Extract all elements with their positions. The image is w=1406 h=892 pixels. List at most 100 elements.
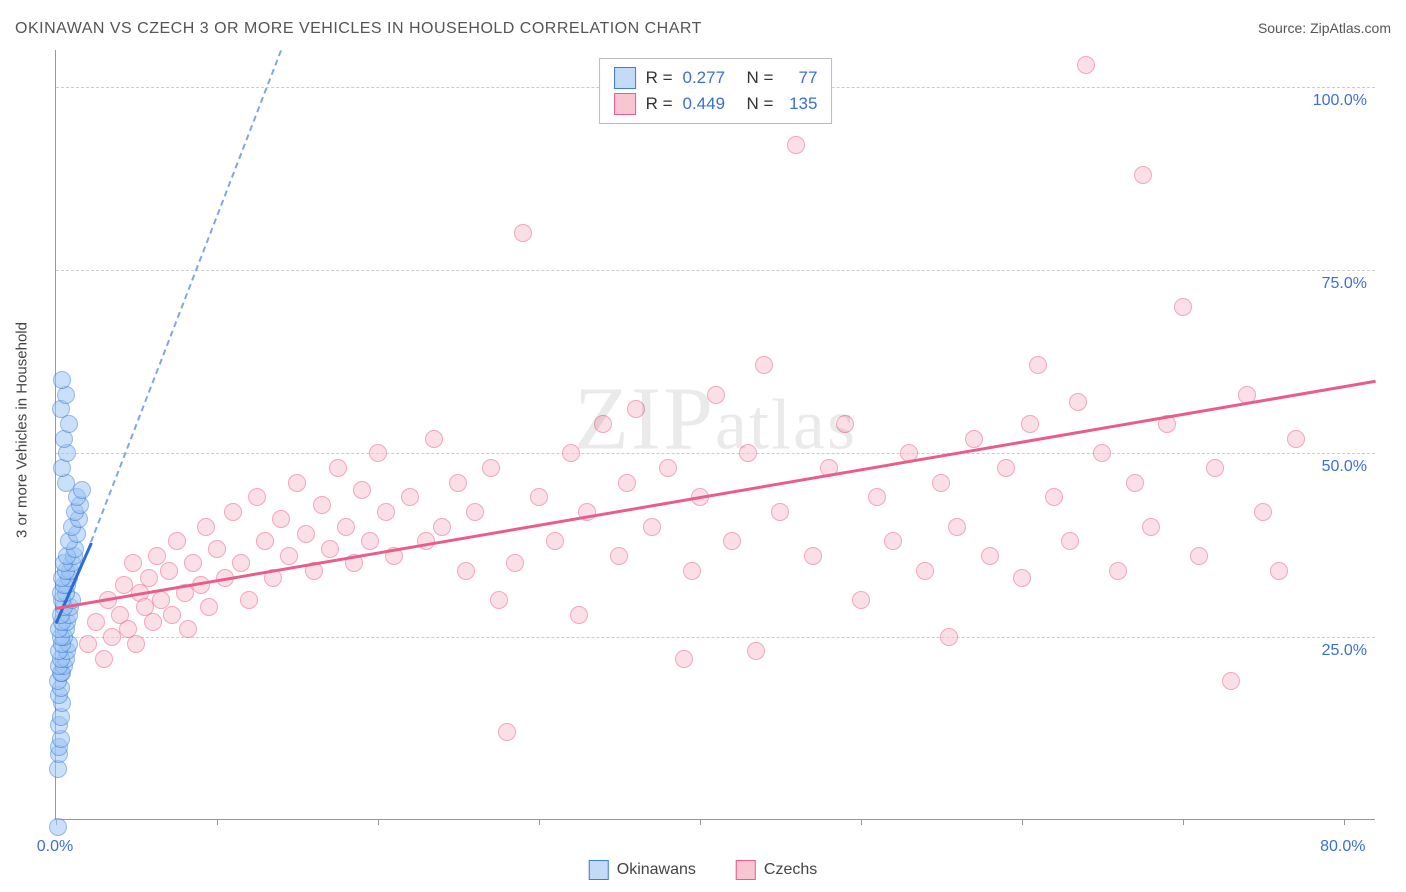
scatter-point <box>425 430 443 448</box>
scatter-point <box>643 518 661 536</box>
scatter-point <box>1109 562 1127 580</box>
scatter-point <box>433 518 451 536</box>
scatter-point <box>916 562 934 580</box>
y-tick-label: 50.0% <box>1322 458 1367 476</box>
legend-r-value: 0.277 <box>683 68 737 88</box>
trend-line <box>90 51 282 543</box>
gridline <box>56 453 1375 454</box>
scatter-point <box>506 554 524 572</box>
scatter-point <box>232 554 250 572</box>
scatter-point <box>570 606 588 624</box>
scatter-point <box>1126 474 1144 492</box>
scatter-point <box>361 532 379 550</box>
scatter-point <box>124 554 142 572</box>
y-tick-label: 75.0% <box>1322 275 1367 293</box>
scatter-point <box>168 532 186 550</box>
legend-swatch-icon <box>614 93 636 115</box>
x-tick-mark <box>1344 819 1345 825</box>
scatter-point <box>297 525 315 543</box>
legend-r-value: 0.449 <box>683 94 737 114</box>
scatter-point <box>940 628 958 646</box>
scatter-point <box>1077 56 1095 74</box>
scatter-point <box>321 540 339 558</box>
scatter-point <box>683 562 701 580</box>
scatter-point <box>256 532 274 550</box>
scatter-point <box>79 635 97 653</box>
scatter-point <box>329 459 347 477</box>
x-tick-label: 0.0% <box>37 838 73 856</box>
scatter-point <box>739 444 757 462</box>
legend-swatch-icon <box>736 860 756 880</box>
scatter-point <box>1190 547 1208 565</box>
y-tick-label: 100.0% <box>1313 92 1367 110</box>
legend-swatch-icon <box>614 67 636 89</box>
scatter-point <box>1270 562 1288 580</box>
scatter-point <box>530 488 548 506</box>
scatter-point <box>280 547 298 565</box>
scatter-point <box>675 650 693 668</box>
series-legend: Okinawans Czechs <box>589 860 818 880</box>
scatter-point <box>1287 430 1305 448</box>
y-axis-title: 3 or more Vehicles in Household <box>14 322 31 538</box>
legend-n-value: 77 <box>783 68 817 88</box>
scatter-point <box>449 474 467 492</box>
scatter-point <box>1142 518 1160 536</box>
scatter-point <box>1093 444 1111 462</box>
watermark-text: ZIPatlas <box>574 368 857 471</box>
scatter-point <box>1134 166 1152 184</box>
scatter-point <box>546 532 564 550</box>
scatter-point <box>1045 488 1063 506</box>
scatter-point <box>594 415 612 433</box>
legend-row: R =0.449N =135 <box>614 91 818 117</box>
scatter-point <box>948 518 966 536</box>
scatter-point <box>163 606 181 624</box>
title-bar: OKINAWAN VS CZECH 3 OR MORE VEHICLES IN … <box>15 20 1391 38</box>
x-tick-mark <box>1022 819 1023 825</box>
legend-item: Okinawans <box>589 860 696 880</box>
scatter-point <box>240 591 258 609</box>
scatter-plot-area: ZIPatlas R =0.277N =77R =0.449N =135 25.… <box>55 50 1375 820</box>
scatter-point <box>627 400 645 418</box>
scatter-point <box>747 642 765 660</box>
scatter-point <box>369 444 387 462</box>
legend-n-value: 135 <box>783 94 817 114</box>
scatter-point <box>610 547 628 565</box>
scatter-point <box>1061 532 1079 550</box>
scatter-point <box>197 518 215 536</box>
scatter-point <box>884 532 902 550</box>
correlation-legend: R =0.277N =77R =0.449N =135 <box>599 58 833 124</box>
scatter-point <box>377 503 395 521</box>
gridline <box>56 270 1375 271</box>
scatter-point <box>787 136 805 154</box>
scatter-point <box>313 496 331 514</box>
scatter-point <box>1222 672 1240 690</box>
scatter-point <box>707 386 725 404</box>
scatter-point <box>804 547 822 565</box>
legend-series-label: Czechs <box>764 861 817 878</box>
legend-series-label: Okinawans <box>617 861 696 878</box>
scatter-point <box>127 635 145 653</box>
scatter-point <box>1029 356 1047 374</box>
x-tick-mark <box>700 819 701 825</box>
gridline <box>56 637 1375 638</box>
scatter-point <box>49 818 67 836</box>
scatter-point <box>965 430 983 448</box>
scatter-point <box>73 481 91 499</box>
scatter-point <box>1069 393 1087 411</box>
scatter-point <box>659 459 677 477</box>
scatter-point <box>160 562 178 580</box>
legend-r-label: R = <box>646 68 673 88</box>
scatter-point <box>288 474 306 492</box>
scatter-point <box>87 613 105 631</box>
scatter-point <box>401 488 419 506</box>
scatter-point <box>981 547 999 565</box>
x-tick-mark <box>217 819 218 825</box>
scatter-point <box>1254 503 1272 521</box>
x-tick-mark <box>1183 819 1184 825</box>
scatter-point <box>466 503 484 521</box>
scatter-point <box>836 415 854 433</box>
scatter-point <box>932 474 950 492</box>
scatter-point <box>498 723 516 741</box>
scatter-point <box>184 554 202 572</box>
scatter-point <box>482 459 500 477</box>
